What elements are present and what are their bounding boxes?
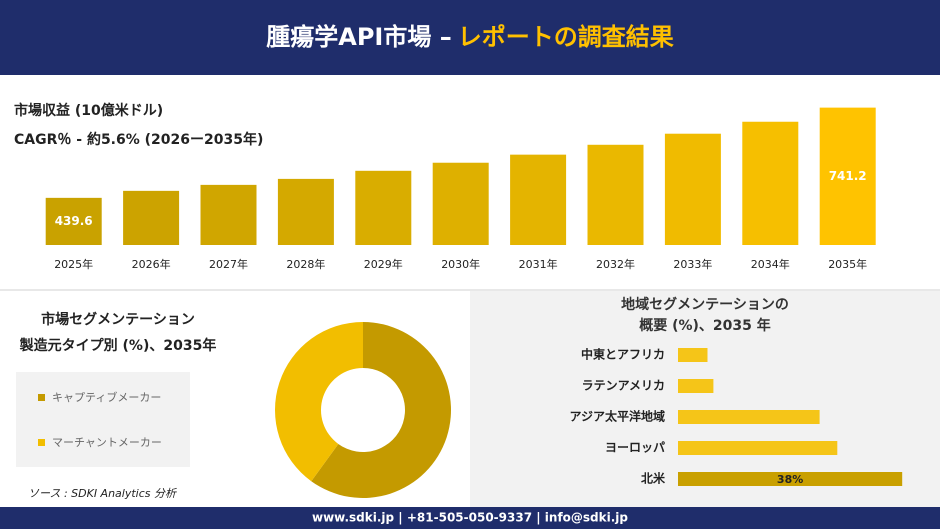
bar bbox=[510, 154, 567, 245]
y-tick-label: アジア太平洋地域 bbox=[569, 409, 665, 424]
y-tick-label: 中東とアフリカ bbox=[581, 347, 665, 362]
bar bbox=[432, 162, 489, 245]
footer-bar bbox=[0, 507, 940, 529]
legend-label: マーチャントメーカー bbox=[52, 436, 162, 449]
bar bbox=[355, 170, 412, 245]
bar bbox=[200, 184, 257, 245]
bar bbox=[277, 178, 334, 245]
y-tick-label: ラテンアメリカ bbox=[582, 379, 665, 393]
x-tick-label: 2033年 bbox=[673, 257, 712, 271]
donut-slice bbox=[311, 322, 452, 498]
title-main: 腫瘍学API市場 – bbox=[266, 23, 451, 51]
chart-subtitle: 製造元タイプ別 (%)、2035年 bbox=[19, 337, 217, 354]
header-title: 腫瘍学API市場 – レポートの調査結果 bbox=[266, 23, 673, 51]
bar bbox=[664, 133, 721, 245]
donut-slice bbox=[275, 322, 363, 482]
legend-label: キャプティブメーカー bbox=[52, 390, 161, 404]
bar bbox=[587, 144, 644, 245]
chart-subtitle: CAGR％ - 約5.6% (2026ー2035年) bbox=[14, 131, 263, 148]
source: ソース : SDKI Analytics 分析 bbox=[28, 487, 178, 500]
x-tick-label: 2029年 bbox=[364, 257, 403, 271]
x-tick-label: 2025年 bbox=[54, 257, 93, 271]
legend-marker bbox=[38, 394, 45, 401]
title-highlight: レポートの調査結果 bbox=[458, 23, 674, 51]
legend-box bbox=[16, 372, 190, 467]
y-tick-label: 北米 bbox=[641, 471, 666, 486]
chart-subtitle: 概要 (%)、2035 年 bbox=[639, 317, 771, 334]
bar bbox=[123, 190, 180, 245]
bar bbox=[678, 441, 838, 455]
value-label: 38% bbox=[777, 473, 803, 486]
x-tick-label: 2035年 bbox=[828, 257, 867, 271]
x-tick-label: 2031年 bbox=[519, 257, 558, 271]
x-tick-label: 2030年 bbox=[441, 257, 480, 271]
bar bbox=[678, 472, 903, 486]
header-bar bbox=[0, 0, 940, 75]
bar bbox=[678, 379, 714, 393]
x-tick-label: 2028年 bbox=[286, 257, 325, 271]
bar bbox=[45, 197, 102, 245]
x-tick-label: 2034年 bbox=[751, 257, 790, 271]
x-tick-label: 2032年 bbox=[596, 257, 635, 271]
bar bbox=[678, 348, 708, 362]
value-label: 439.6 bbox=[55, 214, 93, 228]
chart-title: 地域セグメンテーションの bbox=[621, 296, 789, 313]
footer-contact: www.sdki.jp | +81-505-050-9337 | info@sd… bbox=[312, 511, 628, 525]
y-tick-label: ヨーロッパ bbox=[605, 441, 665, 455]
right-panel bbox=[470, 291, 940, 507]
bar bbox=[742, 121, 799, 245]
chart-title: 市場セグメンテーション bbox=[41, 311, 195, 328]
value-label: 741.2 bbox=[829, 169, 867, 183]
bar bbox=[819, 107, 876, 245]
bar bbox=[678, 410, 820, 424]
x-tick-label: 2027年 bbox=[209, 257, 248, 271]
chart-title: 市場収益 (10億米ドル) bbox=[14, 102, 163, 119]
x-tick-label: 2026年 bbox=[132, 257, 171, 271]
legend-marker bbox=[38, 439, 45, 446]
